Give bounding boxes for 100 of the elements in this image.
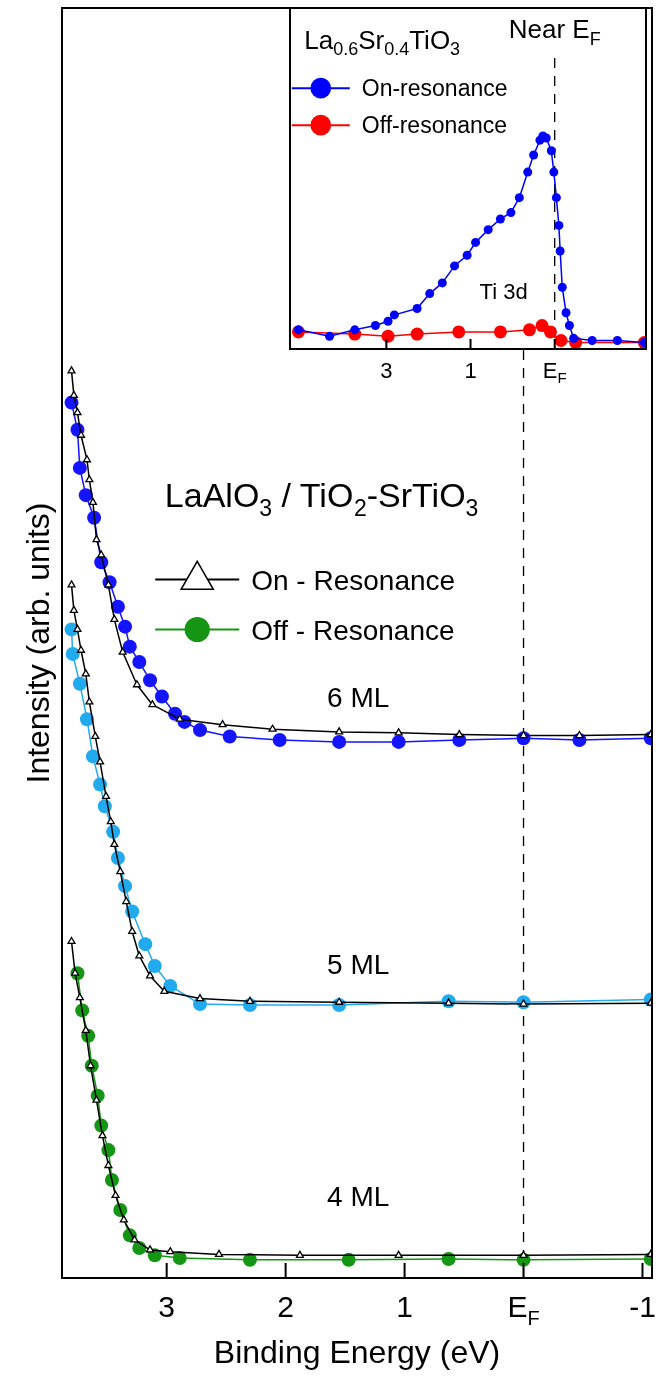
- point: [195, 993, 205, 1002]
- point: [554, 333, 568, 347]
- point: [135, 951, 144, 959]
- point: [91, 731, 100, 740]
- point: [67, 366, 76, 374]
- point: [222, 729, 237, 744]
- point: [79, 712, 94, 727]
- point: [73, 624, 82, 633]
- point: [523, 167, 533, 177]
- point: [551, 193, 561, 203]
- point: [85, 749, 100, 764]
- annotation: Ti 3d: [479, 278, 528, 304]
- point: [143, 673, 158, 688]
- point: [519, 1250, 528, 1258]
- point: [455, 729, 464, 738]
- x-tick-label: 3: [158, 1290, 176, 1323]
- y-axis-title: Intensity (arb. units): [20, 502, 57, 784]
- point: [462, 250, 472, 260]
- point: [110, 614, 119, 623]
- point: [332, 734, 347, 749]
- point: [67, 580, 76, 588]
- point: [72, 460, 87, 475]
- point: [506, 208, 516, 218]
- point: [154, 689, 169, 704]
- point: [69, 605, 79, 613]
- point: [145, 971, 155, 979]
- point: [564, 321, 574, 331]
- point: [81, 669, 90, 677]
- point: [110, 599, 125, 614]
- point: [549, 167, 559, 177]
- point: [218, 719, 227, 728]
- point: [132, 680, 142, 688]
- x-tick-label: 1: [396, 1290, 413, 1323]
- point: [192, 723, 207, 738]
- point: [122, 639, 137, 654]
- point: [561, 308, 571, 318]
- point: [268, 724, 277, 732]
- point: [555, 246, 565, 256]
- point: [85, 475, 94, 483]
- point: [391, 734, 406, 749]
- point: [335, 727, 344, 735]
- point: [78, 488, 93, 503]
- point: [295, 1250, 305, 1258]
- point: [65, 646, 80, 661]
- point: [325, 331, 335, 341]
- point: [72, 676, 87, 691]
- annotation: 4 ML: [327, 1180, 390, 1212]
- point: [350, 325, 360, 335]
- point: [569, 333, 579, 343]
- point: [514, 193, 524, 203]
- point: [543, 325, 557, 339]
- point: [75, 993, 84, 1001]
- point: [381, 329, 395, 343]
- point: [293, 325, 303, 335]
- point: [104, 1160, 113, 1169]
- legend-label: On - Resonance: [251, 564, 456, 596]
- annotation: 5 ML: [327, 949, 390, 981]
- point: [394, 1250, 403, 1258]
- point: [495, 214, 505, 224]
- point: [410, 327, 424, 341]
- point: [81, 1025, 90, 1033]
- point: [116, 866, 125, 875]
- point: [73, 407, 82, 416]
- point: [612, 335, 622, 345]
- point: [587, 335, 597, 345]
- point: [437, 278, 447, 288]
- legend-label: Off-resonance: [361, 112, 508, 139]
- point: [441, 1251, 456, 1266]
- legend-label: Off - Resonance: [251, 614, 455, 646]
- point: [389, 310, 399, 320]
- x-axis-title: Binding Energy (eV): [213, 1334, 501, 1371]
- point: [450, 261, 460, 271]
- point: [82, 455, 92, 463]
- point: [138, 937, 153, 952]
- point: [111, 1190, 120, 1199]
- point: [214, 1249, 224, 1258]
- point: [471, 237, 481, 247]
- point: [118, 619, 133, 634]
- annotation: 6 ML: [327, 681, 390, 713]
- point: [166, 1247, 175, 1255]
- point: [69, 390, 79, 398]
- point: [493, 325, 507, 339]
- point: [88, 497, 98, 506]
- point: [425, 289, 435, 299]
- point: [92, 534, 101, 543]
- point: [160, 986, 169, 994]
- point: [452, 325, 466, 339]
- point: [110, 839, 119, 848]
- point: [128, 926, 137, 935]
- point: [148, 700, 157, 708]
- point: [383, 316, 393, 326]
- point: [554, 220, 564, 230]
- x-tick-label: 3: [380, 357, 393, 383]
- point: [370, 321, 380, 331]
- point: [106, 817, 115, 825]
- point: [575, 730, 584, 739]
- point: [483, 225, 493, 235]
- point: [245, 996, 255, 1004]
- point: [97, 550, 106, 558]
- point: [147, 958, 162, 973]
